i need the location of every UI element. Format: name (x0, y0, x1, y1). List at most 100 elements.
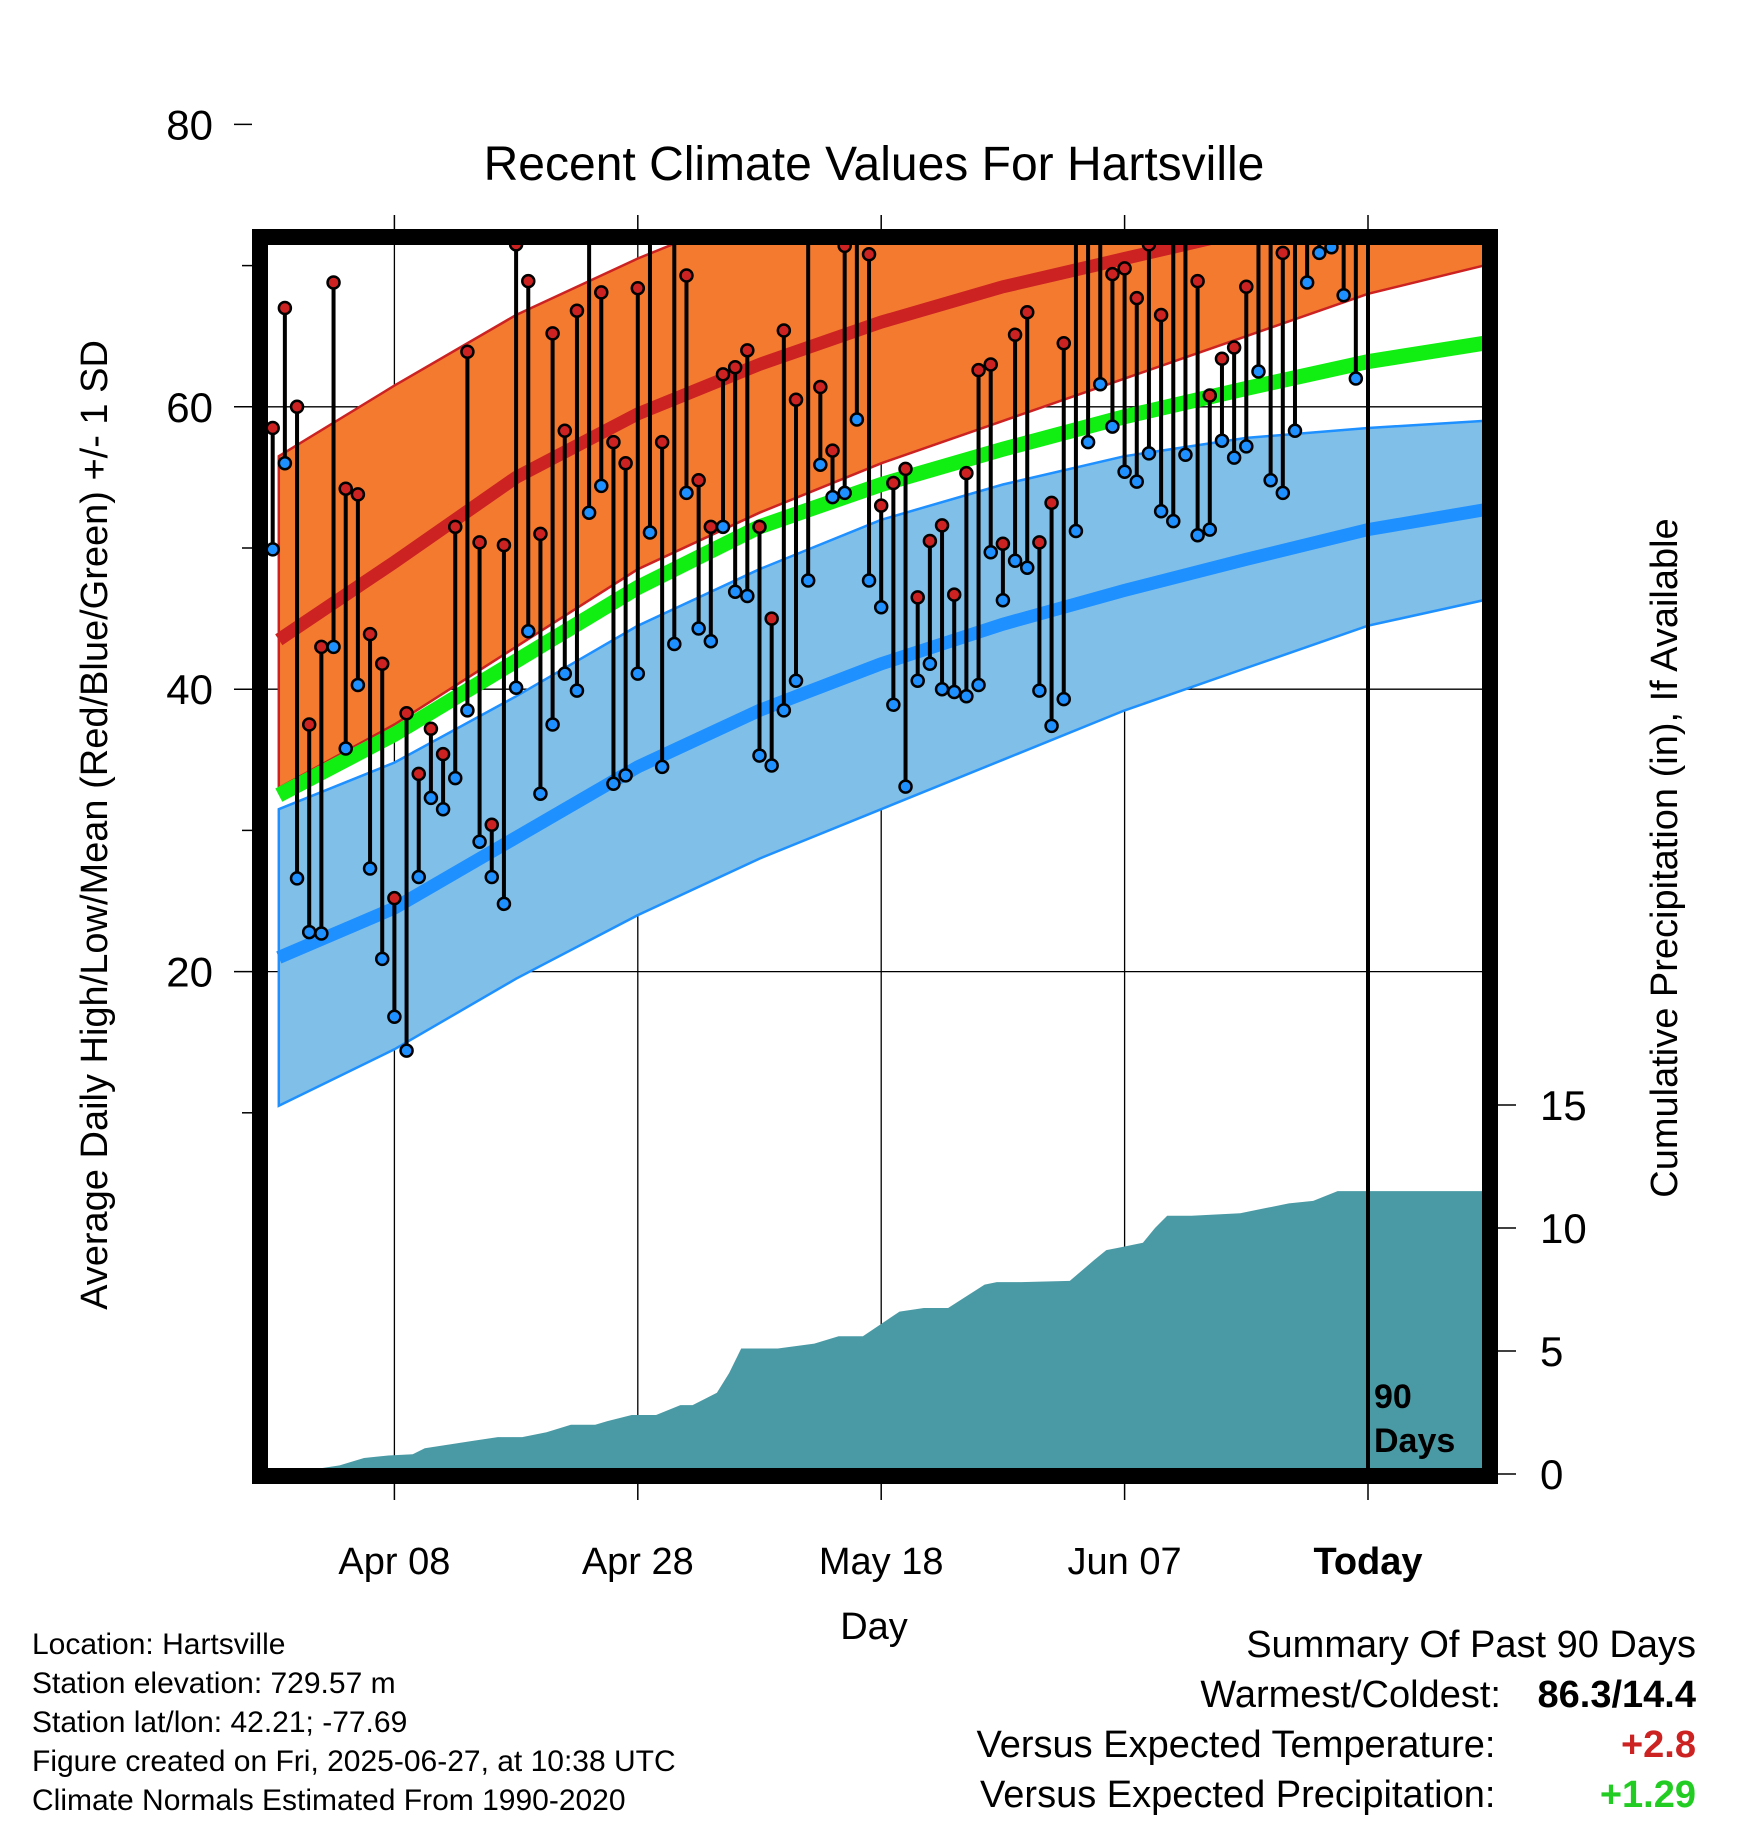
daily-high-point (630, 280, 646, 296)
daily-low-point (338, 741, 353, 756)
daily-low-point (301, 924, 317, 940)
summary-panel: Summary Of Past 90 Days Warmest/Coldest:… (977, 1620, 1696, 1820)
daily-high-point (1056, 336, 1071, 351)
daily-low-point (268, 542, 280, 557)
daily-low-point (983, 544, 998, 560)
daily-high-point (350, 487, 366, 502)
daily-high-point (1129, 290, 1145, 306)
daily-low-point (642, 525, 658, 540)
daily-low-point (934, 681, 950, 697)
daily-high-point (1070, 210, 1082, 222)
daily-high-point (715, 367, 731, 382)
daily-low-point (654, 759, 670, 775)
daily-high-point (959, 465, 974, 481)
precipitation-area (322, 1191, 1482, 1468)
daily-high-point (1325, 39, 1337, 51)
daily-low-point (289, 871, 305, 886)
daily-low-point (448, 770, 463, 786)
daily-low-point (800, 573, 816, 588)
y2-tick-label: 5 (1540, 1328, 1563, 1375)
daily-high-point (314, 639, 329, 655)
daily-low-point (910, 673, 925, 688)
daily-high-point (374, 656, 390, 672)
daily-high-point (825, 443, 840, 458)
station-info: Location: Hartsville Station elevation: … (32, 1625, 676, 1820)
daily-low-point (594, 478, 609, 494)
daily-low-point (691, 621, 706, 636)
high-sd-band (277, 245, 1482, 791)
daily-low-point (813, 457, 828, 472)
daily-high-point (1190, 273, 1205, 289)
daily-low-point (1239, 439, 1254, 454)
daily-high-point (1117, 261, 1132, 276)
daily-low-point (959, 689, 974, 704)
normals-text: Climate Normals Estimated From 1990-2020 (32, 1784, 626, 1817)
daily-high-point (484, 817, 500, 833)
daily-high-point (557, 423, 573, 439)
daily-low-point (387, 1009, 402, 1025)
daily-low-point (362, 861, 378, 876)
daily-high-point (1141, 245, 1157, 252)
daily-low-point (715, 519, 731, 535)
temp-value: +2.8 (1620, 1724, 1696, 1766)
daily-low-point (886, 697, 901, 712)
daily-low-point (1153, 504, 1169, 519)
daily-high-point (545, 326, 560, 341)
daily-high-point (703, 519, 719, 535)
daily-high-point (387, 890, 402, 906)
daily-low-point (374, 951, 390, 967)
daily-low-point (1202, 522, 1218, 537)
daily-low-point (752, 748, 767, 763)
daily-high-point (569, 303, 585, 319)
latlon-text: Station lat/lon: 42.21; -77.69 (32, 1706, 408, 1739)
daily-low-point (667, 636, 682, 652)
daily-low-point (873, 600, 889, 615)
plot-frame (252, 229, 1498, 1484)
daily-high-point (898, 461, 913, 477)
daily-low-point (314, 926, 329, 941)
daily-low-point (496, 896, 512, 912)
daily-high-point (910, 590, 925, 605)
daily-high-point (618, 456, 633, 471)
daily-low-point (1312, 245, 1327, 261)
daily-high-point (301, 717, 317, 732)
daily-high-point (995, 536, 1011, 552)
daily-low-point (1275, 485, 1291, 501)
precip-label: Versus Expected Precipitation: (980, 1774, 1496, 1816)
daily-high-point (1153, 307, 1169, 323)
daily-low-point (679, 485, 694, 501)
daily-low-point (764, 758, 779, 773)
y2-tick-label: 10 (1540, 1205, 1587, 1252)
daily-low-point (849, 412, 865, 427)
daily-high-point (496, 537, 512, 553)
summary-heading: Summary Of Past 90 Days (1246, 1624, 1696, 1666)
daily-low-point (606, 776, 621, 792)
warmest-row: Warmest/Coldest: 86.3/14.4 (977, 1670, 1696, 1720)
daily-high-point (460, 344, 475, 359)
daily-high-point (934, 518, 950, 533)
daily-low-point (898, 779, 913, 794)
high-normal-line (275, 245, 1212, 646)
daily-low-point (435, 801, 451, 817)
daily-high-point (399, 705, 414, 721)
y-tick-label: 60 (166, 384, 213, 431)
daily-high-point (1105, 266, 1120, 282)
daily-low-point (703, 633, 719, 649)
daily-high-point (508, 245, 524, 252)
daily-low-point (484, 869, 500, 885)
daily-low-point (472, 834, 487, 849)
daily-low-point (533, 786, 548, 801)
chart-title: Recent Climate Values For Hartsville (484, 138, 1265, 191)
daily-high-point (886, 475, 901, 491)
daily-low-point (1080, 434, 1096, 450)
daily-low-point (618, 768, 633, 783)
plot-clip-group: 90 Days (268, 39, 1482, 1468)
daily-high-point (448, 519, 463, 535)
daily-high-point (1350, 148, 1362, 160)
daily-high-point (727, 360, 743, 375)
y-tick-label: 40 (166, 666, 213, 713)
daily-high-point (691, 472, 706, 488)
today-label-90: 90 (1374, 1378, 1412, 1416)
daily-low-point (1129, 474, 1145, 489)
